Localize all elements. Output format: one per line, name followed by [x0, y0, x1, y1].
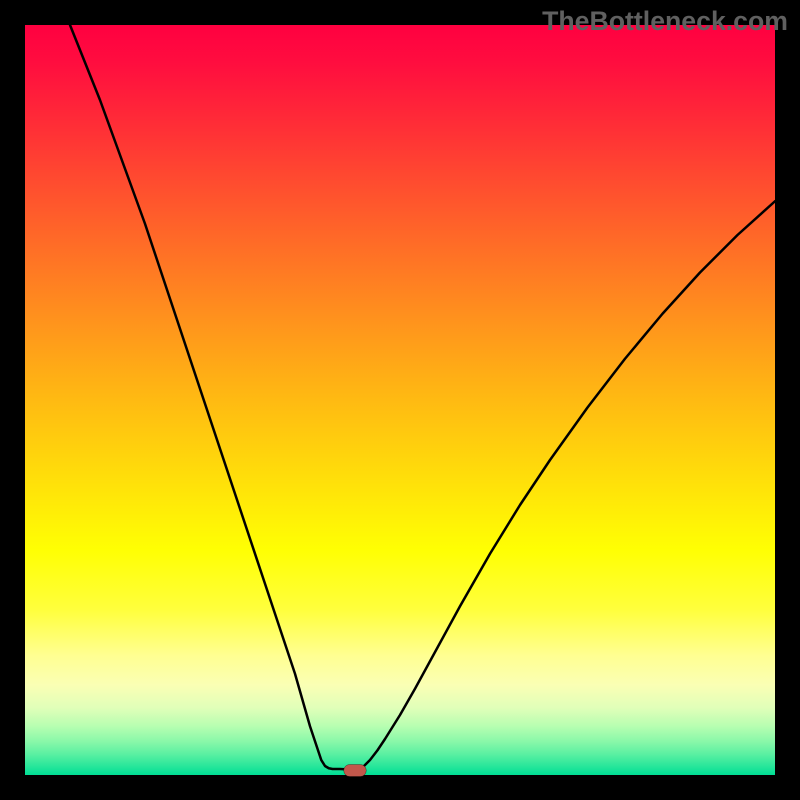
optimal-point-marker: [344, 765, 367, 777]
plot-background: [25, 25, 775, 775]
bottleneck-chart: [0, 0, 800, 800]
chart-container: TheBottleneck.com: [0, 0, 800, 800]
